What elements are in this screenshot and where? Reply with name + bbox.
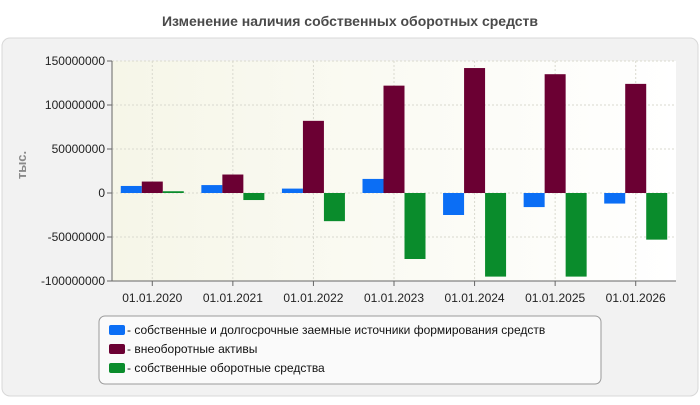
bar-1-01.01.2021 xyxy=(201,185,223,193)
bar-1-01.01.2024 xyxy=(443,193,465,215)
axes: 150000000 100000000 50000000 0 -50000000 -100… xyxy=(41,54,676,305)
y-axis-label: тыс. xyxy=(14,151,29,179)
y-tick-label: 100000000 xyxy=(45,98,105,112)
bar-1-01.01.2026 xyxy=(604,193,626,204)
x-tick-label: 01.01.2023 xyxy=(364,291,424,305)
legend-label: - внеоборотные активы xyxy=(127,342,257,356)
bar-1-01.01.2020 xyxy=(120,185,142,193)
y-tick-label: 0 xyxy=(98,186,105,200)
bars xyxy=(120,68,668,277)
bar-2-01.01.2020 xyxy=(141,181,163,193)
y-tick-label: -50000000 xyxy=(48,230,106,244)
y-tick-label: -100000000 xyxy=(41,274,105,288)
bar-2-01.01.2026 xyxy=(625,83,647,193)
bar-3-01.01.2026 xyxy=(646,193,668,240)
bar-2-01.01.2024 xyxy=(464,68,486,193)
bar-3-01.01.2025 xyxy=(565,193,587,277)
x-tick-label: 01.01.2026 xyxy=(606,291,666,305)
legend-swatch xyxy=(109,344,125,354)
bar-2-01.01.2023 xyxy=(383,85,405,193)
legend-label: - собственные и долгосрочные заемные ист… xyxy=(127,323,545,337)
chart-title: Изменение наличия собственных оборотных … xyxy=(162,13,538,29)
bar-2-01.01.2022 xyxy=(302,120,324,193)
bar-3-01.01.2022 xyxy=(323,193,345,222)
bar-3-01.01.2020 xyxy=(162,191,184,193)
y-tick-label: 150000000 xyxy=(45,54,105,68)
legend-swatch xyxy=(109,363,125,373)
bar-1-01.01.2025 xyxy=(523,193,545,208)
x-tick-label: 01.01.2025 xyxy=(525,291,585,305)
bar-3-01.01.2024 xyxy=(485,193,507,277)
bar-1-01.01.2023 xyxy=(362,178,384,193)
x-tick-label: 01.01.2021 xyxy=(203,291,263,305)
bar-2-01.01.2021 xyxy=(222,174,244,193)
bar-3-01.01.2021 xyxy=(243,193,265,201)
legend-label: - собственные оборотные средства xyxy=(127,361,325,375)
bar-3-01.01.2023 xyxy=(404,193,426,259)
bar-1-01.01.2022 xyxy=(281,188,303,193)
legend-swatch xyxy=(109,325,125,335)
y-tick-label: 50000000 xyxy=(52,142,106,156)
legend: - собственные и долгосрочные заемные ист… xyxy=(98,315,602,385)
x-tick-label: 01.01.2020 xyxy=(122,291,182,305)
x-tick-label: 01.01.2022 xyxy=(283,291,343,305)
bar-2-01.01.2025 xyxy=(544,74,566,193)
x-tick-label: 01.01.2024 xyxy=(445,291,505,305)
legend-box xyxy=(98,315,602,385)
